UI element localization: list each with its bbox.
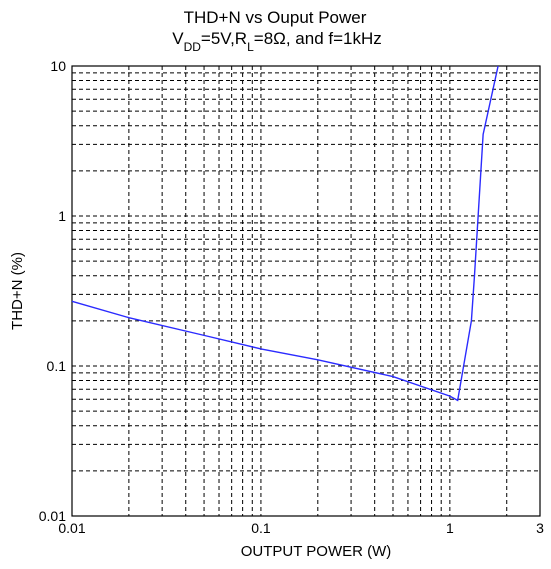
y-axis-ticks: 0.01 0.1 1 10	[39, 58, 66, 524]
y-axis-label: THD+N (%)	[9, 252, 26, 330]
chart-title-line2: VDD=5V,RL=8Ω, and f=1kHz	[172, 29, 382, 54]
series-line	[71, 65, 499, 402]
y-tick-label: 0.1	[47, 358, 67, 374]
title-part: =5V,R	[201, 29, 247, 48]
y-tick-label: 1	[58, 208, 66, 224]
x-tick-label: 1	[446, 520, 454, 536]
y-tick-label: 0.01	[39, 508, 66, 524]
series	[71, 65, 499, 402]
title-part: =8Ω, and f=1kHz	[254, 29, 382, 48]
title-part: L	[247, 40, 254, 54]
x-tick-label: 3	[536, 520, 544, 536]
plot-border	[71, 65, 541, 517]
grid	[72, 66, 540, 516]
y-tick-label: 10	[50, 58, 66, 74]
chart-title-line1: THD+N vs Ouput Power	[184, 8, 367, 27]
x-tick-label: 0.1	[251, 520, 271, 536]
plot-frame	[71, 65, 541, 517]
x-axis-label: OUTPUT POWER (W)	[241, 543, 392, 560]
x-axis-ticks: 0.01 0.1 1 3	[58, 520, 544, 536]
title-part: V	[172, 29, 184, 48]
title-part: DD	[184, 40, 202, 54]
x-tick-label: 0.01	[58, 520, 85, 536]
axis-labels: OUTPUT POWER (W) THD+N (%)	[9, 252, 391, 560]
